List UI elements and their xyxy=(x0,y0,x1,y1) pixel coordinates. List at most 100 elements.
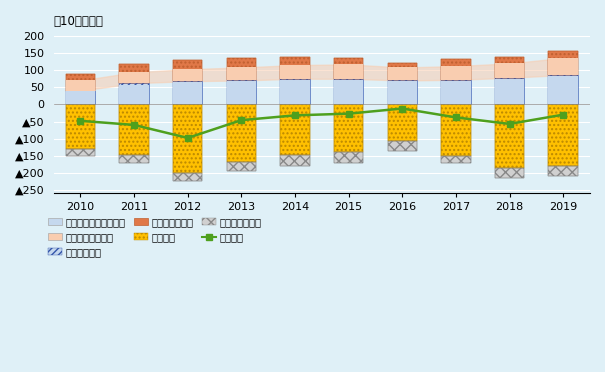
Bar xyxy=(66,74,95,91)
Bar xyxy=(227,105,256,162)
Bar xyxy=(441,58,471,80)
Bar xyxy=(119,83,149,105)
Bar xyxy=(280,155,310,166)
Bar xyxy=(334,64,364,79)
Bar xyxy=(495,78,525,105)
Bar xyxy=(66,92,95,105)
Bar xyxy=(441,105,471,156)
Bar xyxy=(227,80,256,105)
Bar xyxy=(173,82,203,105)
Bar xyxy=(441,80,471,105)
Bar xyxy=(66,80,95,91)
Bar xyxy=(227,58,256,80)
Bar xyxy=(227,162,256,171)
Bar xyxy=(388,67,417,80)
Bar xyxy=(119,83,149,105)
Bar xyxy=(334,105,364,152)
Bar xyxy=(280,80,310,105)
Bar xyxy=(441,156,471,163)
Bar xyxy=(119,72,149,83)
Bar xyxy=(334,152,364,163)
Bar xyxy=(173,81,203,105)
Bar xyxy=(119,84,149,105)
Bar xyxy=(227,105,256,162)
Bar xyxy=(549,166,578,176)
Bar xyxy=(66,148,95,156)
Bar xyxy=(388,81,417,105)
Bar xyxy=(119,64,149,83)
Bar xyxy=(495,57,525,78)
Bar xyxy=(173,173,203,182)
Bar xyxy=(66,105,95,148)
Bar xyxy=(495,79,525,105)
Bar xyxy=(441,156,471,163)
Bar xyxy=(173,105,203,173)
Text: （10億ドル）: （10億ドル） xyxy=(54,15,103,28)
Bar xyxy=(280,105,310,155)
Bar xyxy=(388,80,417,105)
Bar xyxy=(495,78,525,105)
Bar xyxy=(66,74,95,91)
Bar xyxy=(280,155,310,166)
Bar xyxy=(66,91,95,105)
Bar xyxy=(549,51,578,75)
Bar xyxy=(495,169,525,178)
Bar xyxy=(441,80,471,105)
Bar xyxy=(173,173,203,182)
Bar xyxy=(549,76,578,105)
Bar xyxy=(388,80,417,105)
Bar xyxy=(227,67,256,80)
Bar xyxy=(119,105,149,155)
Bar xyxy=(334,58,364,79)
Bar xyxy=(334,79,364,105)
Bar xyxy=(441,105,471,156)
Bar xyxy=(334,58,364,79)
Bar xyxy=(227,58,256,80)
Bar xyxy=(280,79,310,105)
Bar xyxy=(66,148,95,156)
Bar xyxy=(227,162,256,171)
Bar xyxy=(334,79,364,105)
Bar xyxy=(549,75,578,105)
Bar xyxy=(66,105,95,148)
Bar xyxy=(549,58,578,75)
Bar xyxy=(173,69,203,81)
Bar xyxy=(388,141,417,151)
Bar xyxy=(227,80,256,105)
Bar xyxy=(549,105,578,166)
Bar xyxy=(388,63,417,80)
Bar xyxy=(280,79,310,105)
Bar xyxy=(119,64,149,83)
Bar xyxy=(334,152,364,163)
Bar xyxy=(280,65,310,79)
Bar xyxy=(495,105,525,169)
Bar xyxy=(441,66,471,80)
Bar xyxy=(441,81,471,105)
Bar xyxy=(549,51,578,75)
Bar xyxy=(549,166,578,176)
Bar xyxy=(388,105,417,141)
Bar xyxy=(495,105,525,169)
Bar xyxy=(441,58,471,80)
Bar xyxy=(119,155,149,163)
Bar xyxy=(495,63,525,78)
Bar xyxy=(549,75,578,105)
Legend: コンピュータサービス, 労働者からの送金, サービス収支, 第二次所得収支, 貿易収支, 第一次所得収支, 経常収支: コンピュータサービス, 労働者からの送金, サービス収支, 第二次所得収支, 貿… xyxy=(48,217,262,257)
Bar xyxy=(388,63,417,80)
Bar xyxy=(334,80,364,105)
Bar xyxy=(280,57,310,79)
Bar xyxy=(173,60,203,81)
Bar xyxy=(280,105,310,155)
Bar xyxy=(119,105,149,155)
Bar xyxy=(388,141,417,151)
Bar xyxy=(119,155,149,163)
Bar xyxy=(173,81,203,105)
Bar xyxy=(495,57,525,78)
Bar xyxy=(173,105,203,173)
Bar xyxy=(549,105,578,166)
Bar xyxy=(495,169,525,178)
Bar xyxy=(227,81,256,105)
Bar xyxy=(173,60,203,81)
Bar xyxy=(280,57,310,79)
Bar xyxy=(388,105,417,141)
